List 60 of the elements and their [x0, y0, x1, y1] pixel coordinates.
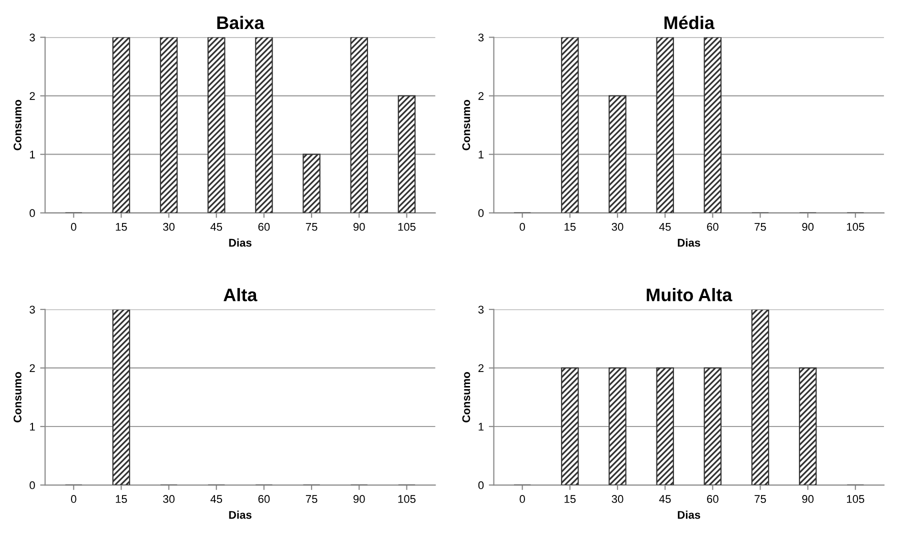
x-tick-label: 45 [210, 495, 222, 503]
x-tick-label: 60 [707, 222, 718, 231]
x-axis-title: Dias [678, 510, 700, 519]
x-tick-label: 60 [707, 495, 718, 503]
chart-title: Alta [224, 288, 258, 302]
chart-title: Muito Alta [646, 288, 732, 302]
x-tick-label: 60 [258, 495, 270, 503]
x-tick-label: 90 [802, 222, 814, 231]
x-tick-label: 0 [70, 495, 76, 503]
x-tick-label: 60 [258, 222, 270, 231]
x-axis-title: Dias [678, 238, 700, 247]
chart-title: Média [664, 16, 715, 30]
y-tick-label: 1 [478, 150, 484, 158]
y-axis-title: Consumo [462, 372, 470, 422]
x-tick-label: 45 [659, 223, 671, 231]
chart-title: Baixa [217, 16, 264, 30]
x-tick-label: 0 [520, 222, 525, 231]
y-axis-title: Consumo [462, 100, 470, 150]
x-tick-label: 75 [306, 223, 318, 231]
x-axis-title: Dias [229, 238, 252, 247]
x-tick-label: 105 [398, 495, 416, 503]
y-tick-label: 2 [30, 92, 35, 100]
y-tick-label: 0 [478, 209, 484, 218]
x-tick-label: 30 [612, 222, 624, 231]
y-tick-label: 2 [30, 364, 35, 372]
y-tick-label: 0 [30, 481, 35, 490]
x-tick-label: 90 [802, 495, 814, 503]
y-tick-label: 3 [478, 306, 484, 314]
x-tick-label: 75 [754, 223, 766, 231]
x-axis-title: Dias [229, 510, 252, 519]
y-tick-label: 3 [30, 34, 35, 42]
x-tick-label: 105 [846, 222, 864, 231]
x-tick-label: 105 [846, 495, 864, 503]
x-tick-label: 90 [353, 495, 365, 503]
x-tick-label: 45 [210, 223, 222, 231]
x-tick-label: 90 [353, 222, 365, 231]
x-tick-label: 15 [564, 223, 576, 231]
x-tick-label: 105 [398, 222, 416, 231]
x-tick-label: 0 [520, 495, 525, 503]
x-tick-label: 15 [564, 495, 576, 503]
y-tick-label: 0 [478, 481, 484, 490]
y-axis-title: Consumo [14, 100, 22, 150]
x-tick-label: 30 [163, 495, 175, 503]
y-tick-label: 1 [30, 422, 35, 431]
y-axis-title: Consumo [14, 372, 22, 422]
x-tick-label: 75 [754, 495, 766, 503]
x-tick-label: 15 [116, 223, 127, 231]
x-tick-label: 15 [116, 495, 127, 503]
x-tick-label: 75 [306, 495, 318, 503]
y-tick-label: 3 [30, 306, 35, 314]
y-tick-label: 3 [478, 34, 484, 42]
y-tick-label: 2 [478, 92, 484, 100]
x-tick-label: 45 [659, 495, 671, 503]
y-tick-label: 2 [478, 364, 484, 372]
y-tick-label: 0 [30, 209, 35, 218]
x-tick-label: 30 [163, 222, 175, 231]
x-tick-label: 30 [612, 495, 624, 503]
x-tick-label: 0 [70, 222, 76, 231]
y-tick-label: 1 [478, 422, 484, 431]
y-tick-label: 1 [30, 150, 35, 158]
